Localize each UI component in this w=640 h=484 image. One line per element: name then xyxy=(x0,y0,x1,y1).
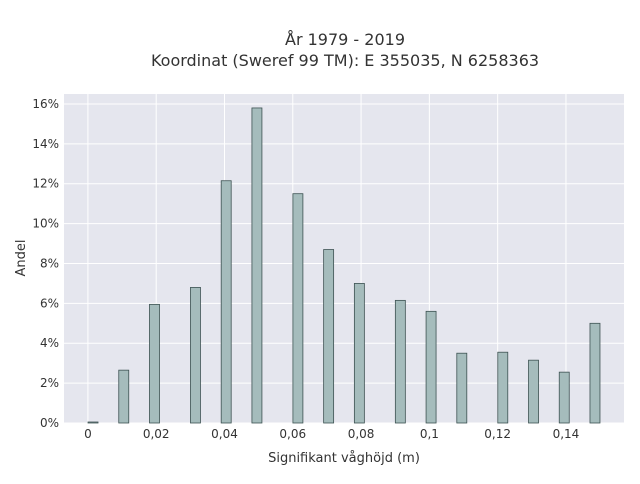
bar-4 xyxy=(220,180,232,424)
chart-title-line2: Koordinat (Sweref 99 TM): E 355035, N 62… xyxy=(151,51,539,70)
bar-7 xyxy=(323,249,335,424)
y-tick-label-1: 2% xyxy=(40,376,59,390)
x-axis-title: Signifikant våghöjd (m) xyxy=(268,451,420,466)
x-tick-label-1: 0,02 xyxy=(143,427,170,441)
y-tick-label-4: 8% xyxy=(40,256,59,270)
y-tick-label-6: 12% xyxy=(32,177,59,191)
bar-13 xyxy=(528,359,539,424)
bar-12 xyxy=(497,351,509,424)
bar-10 xyxy=(425,310,437,424)
bar-1 xyxy=(118,369,130,424)
x-tick-label-7: 0,14 xyxy=(553,427,580,441)
x-tick-label-6: 0,12 xyxy=(484,427,511,441)
bar-3 xyxy=(190,287,201,424)
x-axis-ticks: 0 0,02 0,04 0,06 0,08 0,1 0,12 0,14 xyxy=(84,427,579,441)
x-tick-label-4: 0,08 xyxy=(348,427,375,441)
bars xyxy=(87,107,601,424)
chart-title-line1: År 1979 - 2019 xyxy=(285,30,405,49)
bar-5 xyxy=(251,107,263,424)
y-axis-ticks: 0% 2% 4% 6% 8% 10% 12% 14% 16% xyxy=(32,97,59,430)
bar-0 xyxy=(87,421,99,424)
bar-14 xyxy=(558,371,570,424)
bar-8 xyxy=(353,283,365,424)
bar-15 xyxy=(589,322,601,424)
y-tick-label-5: 10% xyxy=(32,217,59,231)
y-tick-label-8: 16% xyxy=(32,97,59,111)
x-tick-label-5: 0,1 xyxy=(420,427,439,441)
x-tick-label-3: 0,06 xyxy=(279,427,306,441)
y-tick-label-7: 14% xyxy=(32,137,59,151)
bar-2 xyxy=(149,303,160,424)
x-tick-label-0: 0 xyxy=(84,427,92,441)
y-axis-title: Andel xyxy=(14,240,29,277)
bar-9 xyxy=(394,299,406,424)
y-tick-label-0: 0% xyxy=(40,416,59,430)
bar-11 xyxy=(456,352,468,424)
x-tick-label-2: 0,04 xyxy=(211,427,238,441)
bar-6 xyxy=(292,193,304,424)
y-tick-label-3: 6% xyxy=(40,296,59,310)
y-tick-label-2: 4% xyxy=(40,336,59,350)
